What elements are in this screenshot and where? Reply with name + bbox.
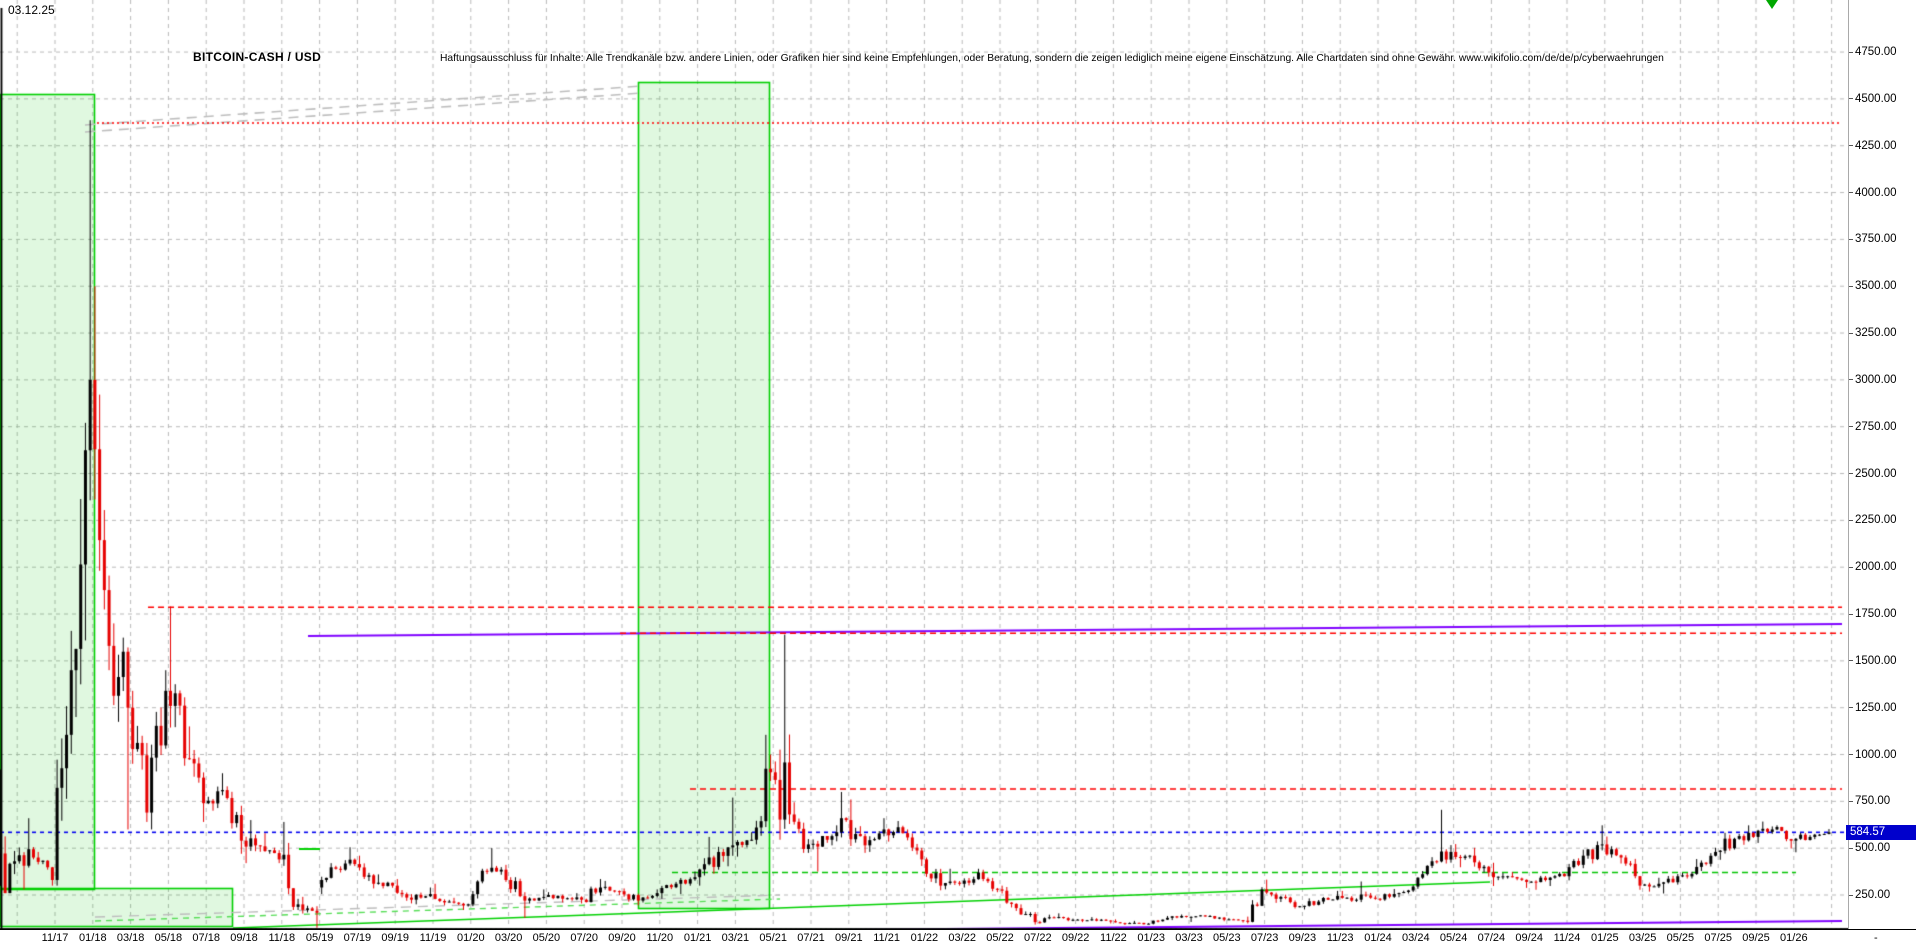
x-axis-label: 07/23	[1250, 932, 1279, 944]
x-axis-label: 01/20	[457, 932, 485, 944]
y-axis-tick	[1849, 895, 1853, 896]
x-axis-label: 11/24	[1553, 932, 1581, 944]
y-axis-tick	[1849, 286, 1853, 287]
x-axis-label: 09/20	[608, 932, 636, 944]
x-axis-label: 11/17	[41, 932, 69, 944]
x-axis-label: 07/22	[1024, 932, 1052, 944]
x-axis-label: 05/23	[1213, 932, 1241, 944]
y-axis-tick	[1849, 379, 1853, 380]
x-axis-label: 11/18	[268, 932, 296, 944]
y-axis-tick	[1849, 473, 1853, 474]
y-axis-label: 3750.00	[1855, 233, 1897, 246]
x-axis-label: 09/25	[1742, 932, 1770, 944]
y-axis-tick	[1849, 801, 1853, 802]
x-axis-label: 07/25	[1704, 932, 1732, 944]
y-axis-tick	[1849, 98, 1853, 99]
x-axis-label: 01/23	[1137, 932, 1165, 944]
x-axis-label: 03/24	[1402, 932, 1430, 944]
y-axis-label: 4750.00	[1855, 46, 1897, 59]
x-axis-label: 01/24	[1364, 932, 1392, 944]
y-axis-label: 2750.00	[1855, 420, 1897, 433]
x-axis-label: 03/21	[721, 932, 750, 944]
x-axis-label: 09/19	[381, 932, 409, 944]
y-axis-label: 4000.00	[1855, 186, 1897, 199]
x-axis-label: 07/24	[1477, 932, 1506, 944]
y-axis-label: 1500.00	[1855, 654, 1897, 667]
x-axis-label: 07/18	[192, 932, 220, 944]
x-axis-label: 03/22	[948, 932, 976, 944]
x-axis-label: 09/18	[230, 932, 258, 944]
x-axis-label: 03/18	[116, 932, 145, 944]
x-axis-label: 05/22	[986, 932, 1014, 944]
x-axis-label: 05/20	[532, 932, 561, 944]
x-axis-label: 09/23	[1288, 932, 1317, 944]
x-axis-label: 05/18	[154, 932, 183, 944]
y-axis-label: 4250.00	[1855, 139, 1897, 152]
y-axis-label: 3500.00	[1855, 280, 1897, 293]
y-axis-tick	[1849, 707, 1853, 708]
x-axis-label: 11/19	[419, 932, 447, 944]
y-axis-label: 2250.00	[1855, 514, 1897, 527]
x-axis-label: 11/23	[1326, 932, 1354, 944]
x-axis-label: 01/22	[910, 932, 939, 944]
x-axis-label: 09/22	[1061, 932, 1090, 944]
y-axis-label: 500.00	[1855, 842, 1891, 855]
y-axis-tick	[1849, 192, 1853, 193]
y-axis-tick	[1849, 848, 1853, 849]
y-axis-label: 3000.00	[1855, 373, 1897, 386]
x-axis-label: 01/21	[683, 932, 712, 944]
y-axis-tick	[1849, 426, 1853, 427]
y-axis-label: 1750.00	[1855, 608, 1897, 621]
green-triangle-marker-icon	[1766, 0, 1778, 9]
x-axis-label: 03/20	[494, 932, 523, 944]
y-axis-label: 3250.00	[1855, 327, 1897, 340]
page-title: BITCOIN-CASH / USD	[193, 50, 322, 64]
disclaimer-text: Haftungsausschluss für Inhalte: Alle Tre…	[440, 53, 1664, 64]
y-axis-label: 1250.00	[1855, 701, 1897, 714]
x-axis-label: 01/18	[79, 932, 107, 944]
y-axis-tick	[1849, 145, 1853, 146]
x-axis-label: 07/20	[570, 932, 598, 944]
y-axis[interactable]: 4750.00 4500.00 4250.00 4000.00 3750.00 3500.…	[1848, 0, 1916, 929]
x-axis-label: 05/25	[1666, 932, 1695, 944]
y-axis-tick	[1849, 754, 1853, 755]
x-axis-label: 03/23	[1175, 932, 1203, 944]
x-axis-label: 03/25	[1628, 932, 1657, 944]
x-axis-label: 05/19	[305, 932, 334, 944]
y-axis-tick	[1849, 660, 1853, 661]
x-axis-label: 05/24	[1439, 932, 1468, 944]
x-axis-label: 01/26	[1780, 932, 1808, 944]
x-axis-label: 09/21	[835, 932, 863, 944]
x-axis-label: 11/22	[1100, 932, 1127, 944]
y-axis-tick	[1849, 614, 1853, 615]
x-axis[interactable]: 11/17 01/18 03/18 05/18 07/18 09/18 11/18 05/19…	[0, 929, 1916, 948]
x-axis-label: 11/20	[646, 932, 674, 944]
price-chart-plot-area[interactable]	[0, 0, 1848, 929]
y-axis-label: 2500.00	[1855, 467, 1897, 480]
y-axis-tick	[1849, 52, 1853, 53]
current-price-badge: 584.57	[1846, 825, 1916, 840]
y-axis-label: 750.00	[1855, 795, 1891, 808]
x-axis-end-dash: -	[1874, 932, 1878, 944]
y-axis-label: 4500.00	[1855, 92, 1897, 105]
y-axis-tick	[1849, 520, 1853, 521]
y-axis-label: 2000.00	[1855, 561, 1897, 574]
y-axis-label: 250.00	[1855, 889, 1891, 901]
y-axis-label: 1000.00	[1855, 748, 1897, 761]
x-axis-label: 07/21	[797, 932, 825, 944]
x-axis-label: 07/19	[343, 932, 372, 944]
x-axis-label: 09/24	[1515, 932, 1543, 944]
x-axis-label: 11/21	[873, 932, 900, 944]
chart-date: 03.12.25	[8, 3, 55, 17]
y-axis-tick	[1849, 567, 1853, 568]
y-axis-tick	[1849, 239, 1853, 240]
x-axis-label: 05/21	[759, 932, 787, 944]
x-axis-label: 01/25	[1591, 932, 1619, 944]
y-axis-tick	[1849, 333, 1853, 334]
